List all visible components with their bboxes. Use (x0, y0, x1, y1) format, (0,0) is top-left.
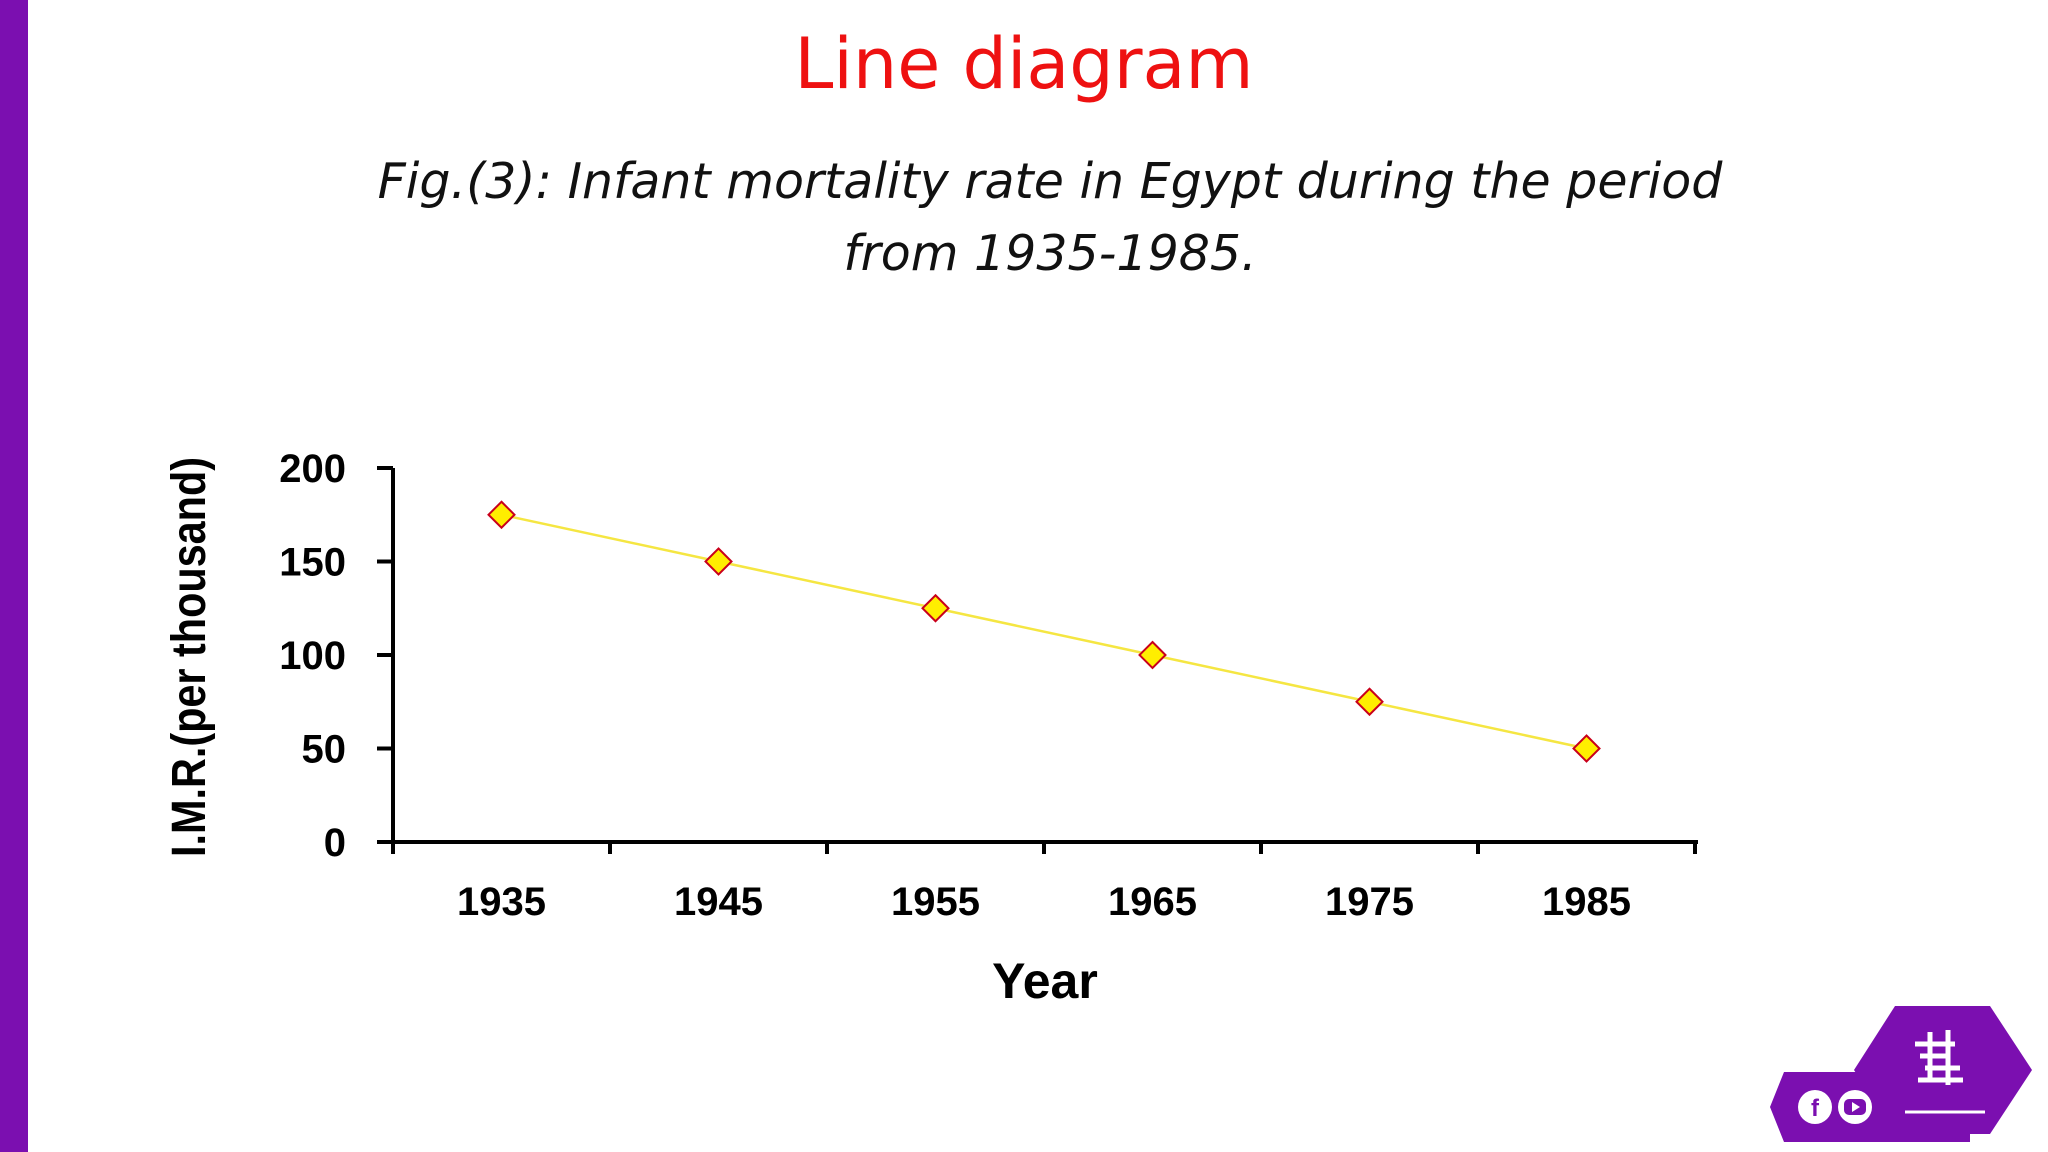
y-tick-label: 200 (279, 447, 346, 491)
youtube-icon[interactable] (1838, 1090, 1872, 1124)
axis-ticks (377, 466, 1697, 854)
facebook-icon[interactable]: f (1798, 1090, 1832, 1124)
x-tick-label: 1975 (1325, 880, 1414, 924)
x-tick-label: 1935 (457, 880, 546, 924)
x-tick-label: 1985 (1542, 880, 1631, 924)
data-point-marker (704, 547, 733, 576)
x-tick-labels: 1935 1945 1955 1965 1975 1985 (457, 880, 1631, 924)
series-line (501, 513, 1587, 750)
figure-caption: Fig.(3): Infant mortality rate in Egypt … (300, 146, 1800, 290)
logo: f (1770, 1006, 2032, 1142)
slide-title: Line diagram (794, 23, 1254, 105)
x-tick-label: 1945 (674, 880, 763, 924)
caption-line-2: from 1935-1985. (843, 225, 1257, 282)
data-point-marker (921, 593, 950, 623)
y-axis-title: I.M.R.(per thousand) (163, 457, 216, 857)
series-group (487, 500, 1601, 763)
data-point-marker (1572, 734, 1601, 763)
svg-text:f: f (1811, 1095, 1820, 1122)
y-tick-labels: 0 50 100 150 200 (279, 447, 346, 865)
x-axis-title: Year (992, 953, 1098, 1009)
logo-calligraphy-mark (1915, 1030, 1963, 1085)
left-accent-bar (0, 0, 28, 1152)
y-tick-label: 0 (324, 821, 346, 865)
data-point-marker (487, 500, 516, 530)
caption-line-1: Fig.(3): Infant mortality rate in Egypt … (377, 153, 1723, 210)
x-tick-label: 1955 (891, 880, 980, 924)
data-point-marker (1355, 687, 1384, 717)
y-tick-label: 150 (279, 541, 346, 585)
chart-axes (380, 468, 1698, 844)
y-tick-label: 50 (302, 728, 347, 772)
x-tick-label: 1965 (1108, 880, 1197, 924)
data-point-marker (1138, 640, 1167, 670)
y-tick-label: 100 (279, 634, 346, 678)
